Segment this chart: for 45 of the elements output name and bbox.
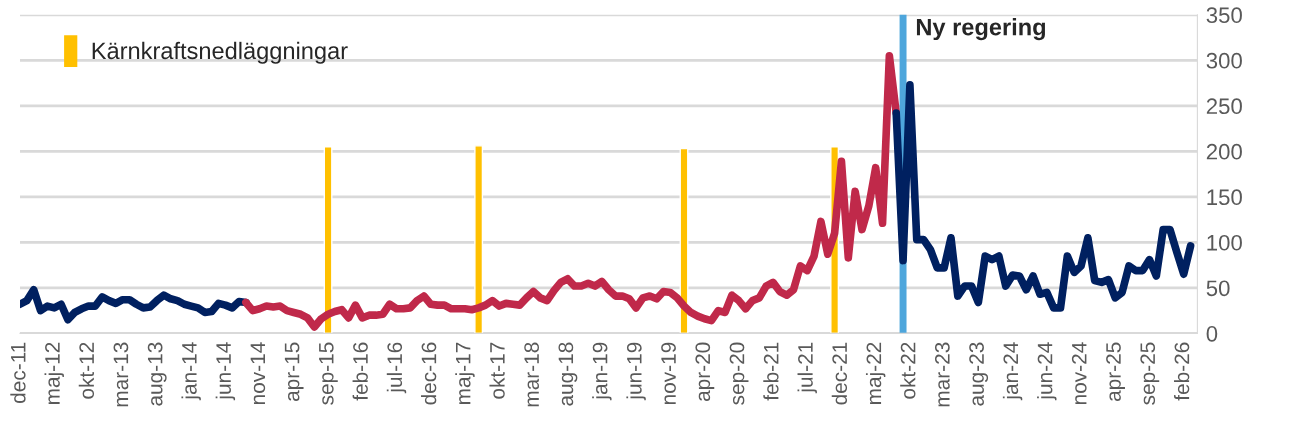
x-tick-label: feb-21 xyxy=(763,342,779,401)
x-tick-label: dec-16 xyxy=(421,342,437,405)
x-tick-label: jan-14 xyxy=(181,342,201,401)
x-tick-label: apr-20 xyxy=(695,342,715,402)
y-tick-label: 0 xyxy=(1206,325,1218,342)
x-tick-label: sep-15 xyxy=(319,342,338,405)
x-tick-label: maj-17 xyxy=(455,342,475,405)
x-tick-label: jun-24 xyxy=(1037,342,1057,401)
x-tick-label: jun-19 xyxy=(626,342,646,401)
y-tick-label: 100 xyxy=(1207,234,1242,251)
x-tick-label: nov-24 xyxy=(1071,342,1087,405)
x-tick-label: nov-14 xyxy=(250,342,266,405)
x-tick-label: apr-25 xyxy=(1106,342,1125,402)
x-tick-label: jan-24 xyxy=(1002,342,1023,401)
x-tick-label: dec-11 xyxy=(10,342,26,403)
x-tick-label: jul-16 xyxy=(386,342,407,394)
x-tick-label: okt-17 xyxy=(489,342,505,399)
x-tick-label: sep-20 xyxy=(729,342,749,405)
x-tick-label: jun-14 xyxy=(215,342,236,401)
y-tick-label: 300 xyxy=(1206,52,1242,69)
x-tick-label: mar-23 xyxy=(934,342,950,407)
x-tick-label: jul-21 xyxy=(797,342,817,394)
y-tick-label: 50 xyxy=(1206,280,1230,297)
x-tick-label: jan-19 xyxy=(592,342,612,401)
x-tick-label: sep-25 xyxy=(1140,342,1160,405)
x-tick-label: maj-12 xyxy=(44,342,64,405)
legend-label: Kärnkraftsnedläggningar xyxy=(92,41,348,64)
x-tick-label: mar-18 xyxy=(524,342,539,407)
x-tick-label: mar-13 xyxy=(113,342,129,407)
x-tick-label: apr-15 xyxy=(284,342,304,402)
x-tick-label: aug-18 xyxy=(558,342,578,406)
x-tick-label: feb-26 xyxy=(1174,342,1190,401)
y-tick-label: 350 xyxy=(1206,7,1242,24)
ref-line-label: Ny regering xyxy=(916,18,1046,41)
x-tick-label: nov-19 xyxy=(661,342,676,405)
x-tick-label: okt-22 xyxy=(900,342,916,399)
y-tick-label: 150 xyxy=(1207,189,1242,206)
x-tick-label: aug-23 xyxy=(969,342,989,406)
y-tick-label: 200 xyxy=(1206,143,1242,160)
x-tick-label: feb-16 xyxy=(352,342,368,401)
x-tick-label: dec-21 xyxy=(831,342,848,405)
x-tick-label: maj-22 xyxy=(865,342,886,405)
x-tick-label: okt-12 xyxy=(78,342,95,399)
y-tick-label: 250 xyxy=(1206,98,1242,115)
x-tick-label: aug-13 xyxy=(147,342,167,406)
